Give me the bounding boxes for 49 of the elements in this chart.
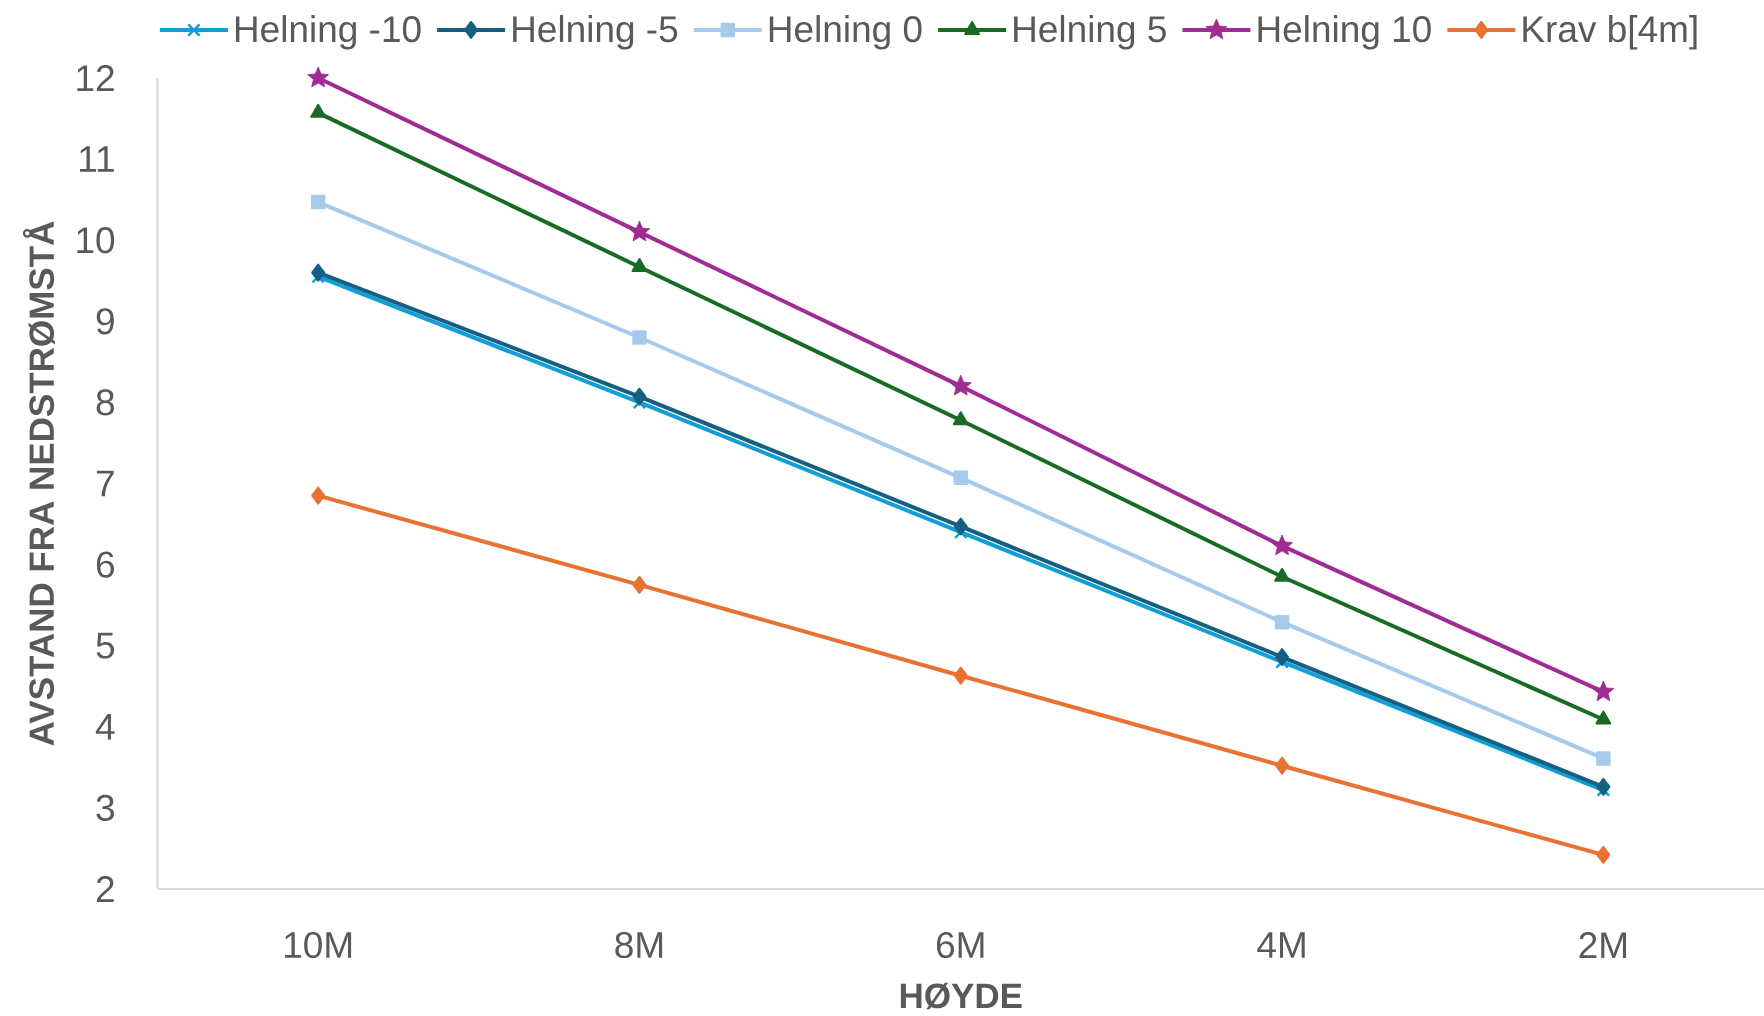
y-tick-label: 2 [96, 876, 114, 902]
y-tick-label: 8 [96, 389, 114, 416]
point [953, 470, 968, 486]
point [949, 374, 972, 396]
legend-label: Helning 5 [1014, 15, 1166, 50]
x-tick-label: 2M [1579, 932, 1627, 958]
point [310, 194, 326, 210]
x-axis-title: HØYDE [900, 982, 1022, 1010]
point [310, 103, 327, 118]
point [953, 517, 968, 536]
legend-label: Helning -5 [513, 15, 678, 50]
legend-label: Krav b[4m] [1523, 15, 1697, 50]
y-tick-label: 6 [96, 551, 114, 578]
y-tick-label: 12 [77, 65, 114, 91]
point [953, 666, 968, 685]
y-tick-label: 5 [96, 632, 115, 659]
point [1275, 756, 1290, 775]
point [1274, 567, 1290, 582]
point [632, 387, 647, 406]
point [632, 330, 647, 345]
point [631, 257, 648, 272]
legend-label: Helning 0 [769, 15, 922, 50]
legend-label: Helning 10 [1258, 15, 1431, 50]
legend-label: Helning -10 [235, 15, 421, 50]
point [1595, 710, 1612, 725]
point [1271, 534, 1293, 556]
x-tick-label: 6M [936, 931, 984, 959]
point [307, 66, 330, 88]
point [311, 486, 326, 505]
point [1596, 777, 1611, 796]
point [632, 575, 647, 594]
x-tick-label: 4M [1257, 932, 1305, 958]
point [1592, 680, 1615, 702]
point [1596, 845, 1611, 864]
point [952, 411, 969, 426]
x-tick-label: 10M [284, 931, 352, 959]
y-tick-label: 3 [96, 794, 114, 822]
x-tick-label: 8M [615, 931, 663, 959]
y-tick-label: 9 [96, 308, 114, 335]
y-tick-label: 7 [96, 470, 114, 497]
y-axis-title: AVSTAND FRA NEDSTRØMSTÅ [22, 221, 55, 746]
point [311, 263, 326, 282]
point [628, 220, 651, 242]
point [1275, 648, 1290, 667]
point [1274, 614, 1290, 630]
y-tick-label: 10 [77, 227, 115, 254]
point [1596, 751, 1611, 766]
y-tick-label: 11 [80, 146, 114, 172]
y-tick-label: 4 [95, 714, 115, 740]
